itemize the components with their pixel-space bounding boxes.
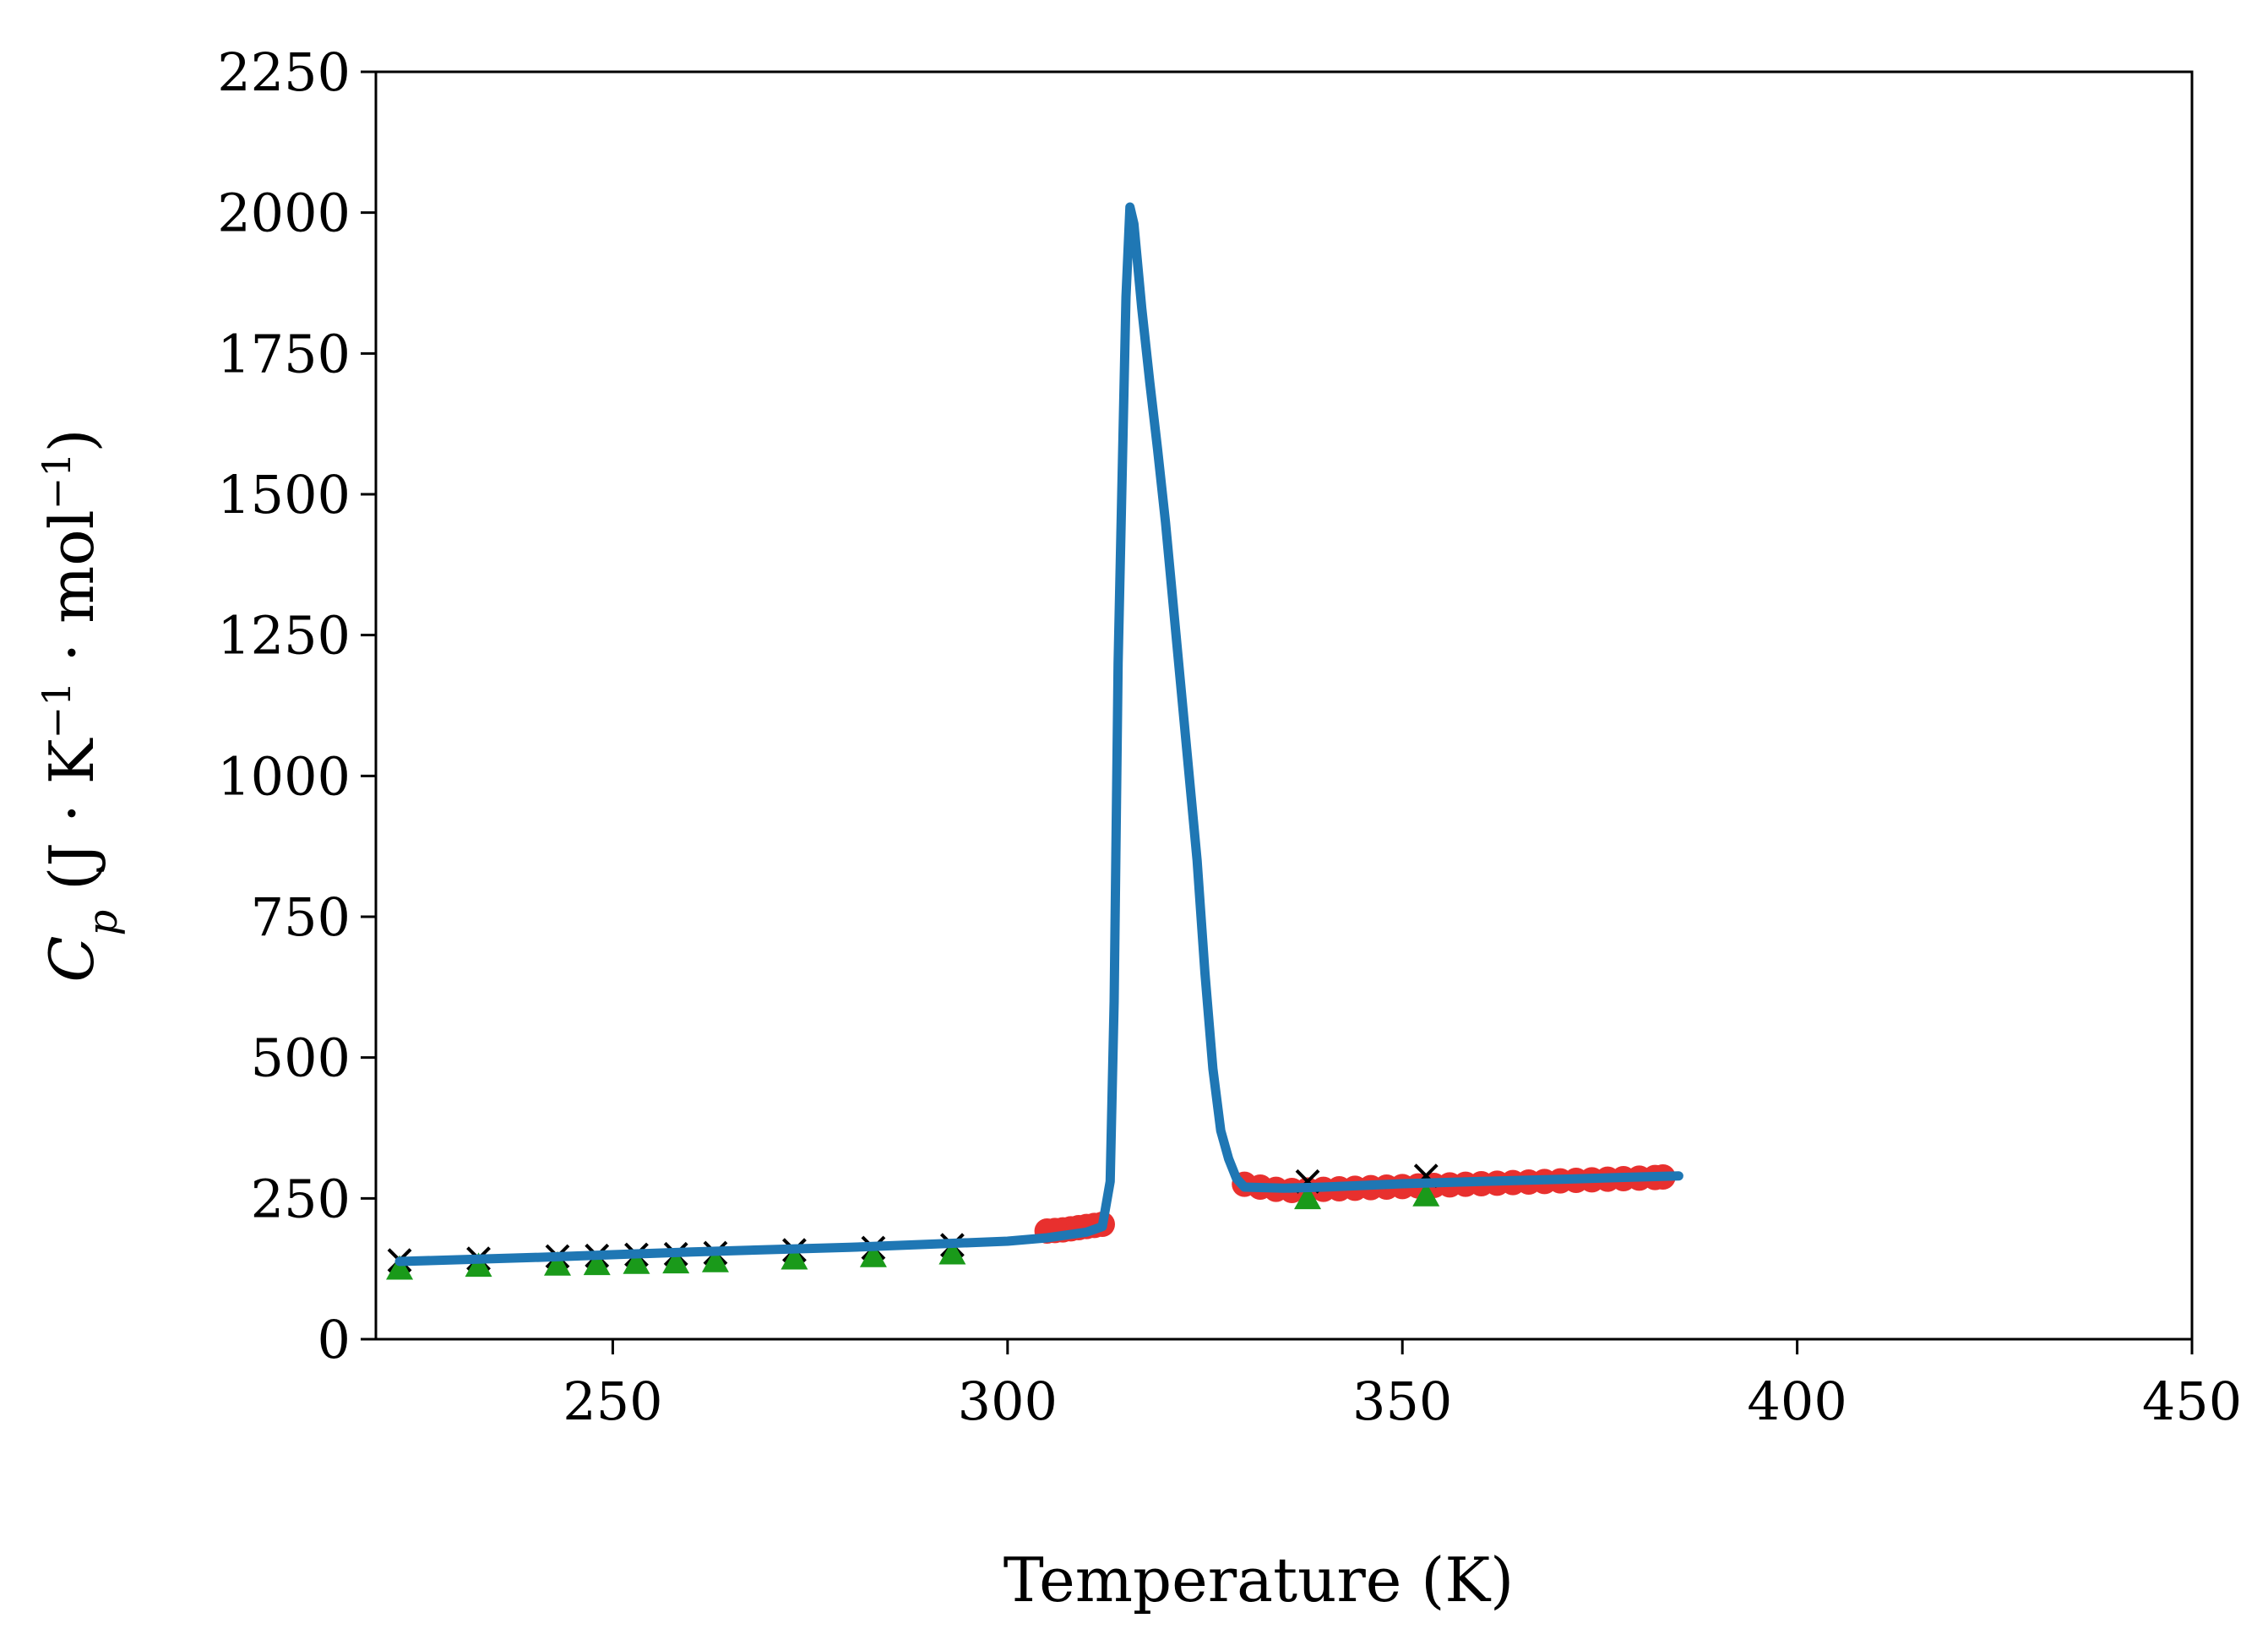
y-tick-label: 2250 — [217, 41, 351, 103]
y-tick-label: 1500 — [217, 464, 351, 526]
x-tick-label: 350 — [1352, 1370, 1452, 1432]
x-axis-label: Temperature (K) — [1003, 1545, 1515, 1615]
y-tick-label: 750 — [251, 886, 351, 948]
triangle-point — [938, 1239, 966, 1265]
x-tick-label: 450 — [2142, 1370, 2242, 1432]
triangle-point — [1294, 1185, 1322, 1210]
x-tick-label: 400 — [1747, 1370, 1846, 1432]
y-tick-label: 500 — [251, 1027, 351, 1089]
data-series — [386, 202, 1683, 1280]
y-axis-sup1: −1 — [34, 682, 79, 739]
triangle-point — [544, 1251, 571, 1276]
plot-frame — [374, 70, 2194, 1341]
y-axis-symbol: C — [36, 935, 107, 982]
fit-line — [394, 202, 1683, 1267]
y-axis-units-mid: · mol — [36, 509, 107, 681]
y-axis-units-open: (J · K — [36, 738, 107, 910]
y-axis-subscript: p — [79, 910, 127, 936]
triangle-point — [465, 1252, 492, 1278]
triangle-point — [780, 1245, 808, 1270]
triangle-point — [701, 1248, 729, 1272]
triangle-point — [1412, 1182, 1440, 1207]
y-tick-label: 1000 — [217, 745, 351, 807]
axis-ticks: 250 300 350 400 450 0 250 500 750 1000 1250 1500 175… — [217, 41, 2242, 1432]
y-axis-label: Cp (J · K−1 · mol−1) — [34, 428, 127, 982]
x-tick-label: 300 — [958, 1370, 1058, 1432]
triangle-point — [386, 1255, 414, 1280]
y-tick-label: 0 — [318, 1309, 351, 1370]
y-tick-label: 1250 — [217, 605, 351, 667]
y-tick-label: 1750 — [217, 323, 351, 384]
triangle-point — [583, 1250, 611, 1276]
x-tick-label: 250 — [563, 1370, 662, 1432]
y-tick-label: 2000 — [217, 183, 351, 244]
triangle-point — [859, 1243, 887, 1267]
triangle-point — [662, 1249, 690, 1274]
y-axis-sup2: −1 — [34, 453, 79, 510]
triangle-point — [623, 1250, 650, 1274]
y-axis-units-close: ) — [36, 428, 107, 452]
y-tick-label: 250 — [251, 1168, 351, 1229]
